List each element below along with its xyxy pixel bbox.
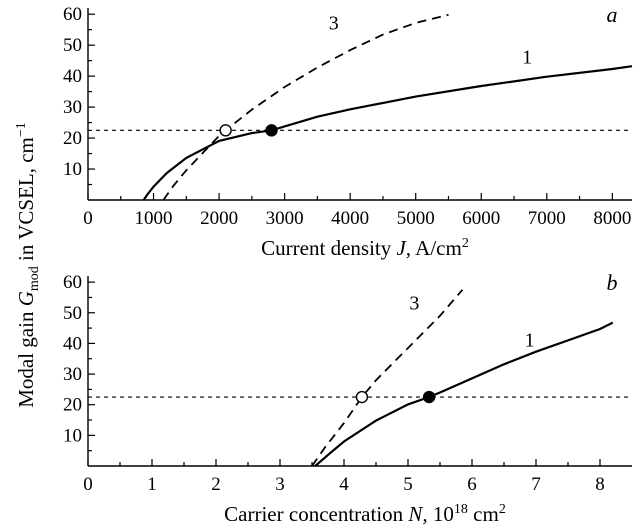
y-axis-title-subscript: mod	[27, 266, 42, 291]
shared-y-axis-title: Modal gain Gmod in VCSEL, cm−1	[14, 122, 42, 408]
panel-a-marker-series-3-open	[219, 124, 232, 137]
panel-a-marker-series-1-filled	[265, 124, 278, 137]
panel-b-x-tick-label: 2	[211, 474, 221, 495]
panel-a-x-tick-label: 7000	[528, 208, 566, 229]
panel-b-x-tick-label: 3	[275, 474, 285, 495]
panel-a-series-1-line	[142, 65, 633, 201]
panel-a-letter: a	[607, 2, 618, 27]
y-axis-title-superscript: −1	[14, 122, 29, 137]
panel-a-x-tick-label: 3000	[266, 208, 304, 229]
panel-b-x-tick-label: 0	[83, 474, 93, 495]
panel-b-curve-label-1: 1	[525, 329, 535, 351]
panel-b-series-1-line	[314, 321, 614, 467]
panel-b-y-tick-label: 50	[63, 303, 82, 324]
panel-a-series-3-line	[162, 13, 449, 201]
panel-b-y-tick-label: 30	[63, 364, 82, 385]
panel-b-y-tick-label: 20	[63, 395, 82, 416]
panel-b-x-tick-label: 6	[467, 474, 477, 495]
panel-b-x-tick-label: 1	[147, 474, 157, 495]
y-axis-title-prefix: Modal gain	[14, 306, 38, 407]
panel-a-x-tick-label: 2000	[200, 208, 238, 229]
panel-a-y-tick-label: 60	[63, 4, 82, 25]
panel-b-letter: b	[607, 270, 618, 295]
panel-a-x-tick-label: 0	[83, 208, 93, 229]
panel-a-curve-label-3: 3	[329, 13, 339, 35]
panel-a-curve-label-1: 1	[522, 47, 532, 69]
panel-a-x-tick-label: 1000	[135, 208, 173, 229]
panel-a-y-tick-label: 50	[63, 35, 82, 56]
panel-b-x-tick-label: 8	[595, 474, 605, 495]
panel-b-y-tick-label: 60	[63, 272, 82, 293]
panel-b-marker-series-3-open	[355, 390, 369, 404]
y-axis-title-suffix: in VCSEL, cm	[14, 137, 38, 266]
panel-a-y-tick-label: 20	[63, 128, 82, 149]
panel-b-x-tick-label: 4	[339, 474, 349, 495]
panel-b: 0 1 2 3 4 5 6 7 8 10 20 30 40 50 60 1 3 b Carrier concentr…	[63, 270, 632, 526]
panel-b-series-3-line	[311, 289, 464, 467]
panel-a: 0 1000 2000 3000 4000 5000 6000 7000 8000 10 20 30 4…	[63, 2, 633, 260]
panel-b-curve-label-3: 3	[409, 293, 419, 315]
panel-b-x-axis-title: Carrier concentration N, 1018 cm2	[224, 502, 506, 526]
panel-a-x-tick-label: 5000	[397, 208, 435, 229]
panel-a-x-axis-title: Current density J, A/cm2	[261, 236, 469, 260]
panel-a-y-tick-label: 40	[63, 66, 82, 87]
panel-b-x-tick-label: 7	[531, 474, 541, 495]
panel-a-y-tick-label: 10	[63, 159, 82, 180]
panel-b-y-tick-label: 10	[63, 425, 82, 446]
panel-b-y-tick-label: 40	[63, 333, 82, 354]
panel-a-y-tick-label: 30	[63, 97, 82, 118]
panel-a-x-tick-label: 8000	[593, 208, 631, 229]
panel-a-x-tick-label: 6000	[462, 208, 500, 229]
panel-a-x-tick-label: 4000	[331, 208, 369, 229]
y-axis-title-symbol: G	[14, 291, 38, 306]
panel-b-x-tick-label: 5	[403, 474, 413, 495]
panel-b-marker-series-1-filled	[422, 390, 436, 404]
